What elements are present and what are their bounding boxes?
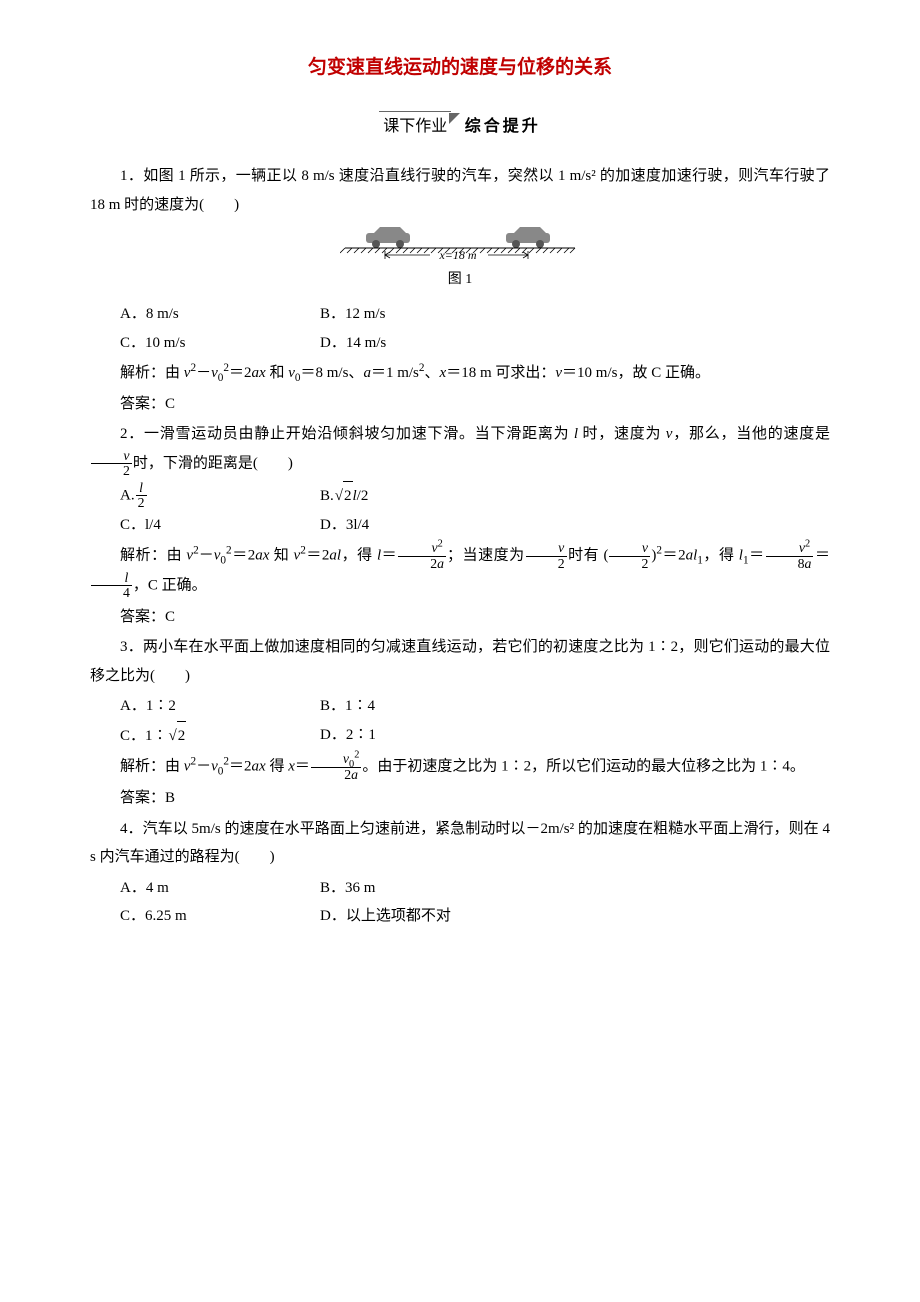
figure-1-x-label: x=18 m	[438, 248, 476, 262]
figure-1-caption: 图 1	[90, 267, 830, 294]
q1-options-row1: A．8 m/s B．12 m/s	[120, 300, 830, 329]
q2-stem: 2．一滑雪运动员由静止开始沿倾斜坡匀加速下滑。当下滑距离为 l 时，速度为 v，…	[90, 420, 830, 478]
q3-opt-d: D．2∶1	[320, 721, 830, 751]
q3-stem: 3．两小车在水平面上做加速度相同的匀减速直线运动，若它们的初速度之比为 1∶2，…	[90, 633, 830, 690]
q3-opt-a: A．1∶2	[120, 692, 320, 721]
q1-answer: 答案：C	[90, 390, 830, 419]
q2-options-row1: A.l2 B.2l/2	[120, 481, 830, 511]
q4-options-row1: A．4 m B．36 m	[120, 874, 830, 903]
q4-opt-d: D．以上选项都不对	[320, 902, 830, 931]
car-left-icon	[366, 227, 410, 248]
subtitle-box: 课下作业	[379, 111, 451, 142]
q1-opt-c: C．10 m/s	[120, 329, 320, 358]
q3-opt-c: C．1∶2	[120, 721, 320, 751]
q1-opt-d: D．14 m/s	[320, 329, 830, 358]
q1-stem: 1．如图 1 所示，一辆正以 8 m/s 速度沿直线行驶的汽车，突然以 1 m/…	[90, 162, 830, 219]
q1-options-row2: C．10 m/s D．14 m/s	[120, 329, 830, 358]
q2-opt-d: D．3l/4	[320, 511, 830, 540]
q3-options-row2: C．1∶2 D．2∶1	[120, 721, 830, 751]
figure-1-svg: x=18 m	[340, 225, 580, 267]
q4-opt-c: C．6.25 m	[120, 902, 320, 931]
q2-explain: 解析：由 v2－v02＝2ax 知 v2＝2al，得 l＝v22a；当速度为v2…	[90, 541, 830, 601]
q2-opt-a: A.l2	[120, 481, 320, 511]
subtitle: 课下作业 综合提升	[90, 111, 830, 142]
subtitle-rest: 综合提升	[465, 118, 541, 135]
doc-title: 匀变速直线运动的速度与位移的关系	[90, 50, 830, 86]
q4-stem: 4．汽车以 5m/s 的速度在水平路面上匀速前进，紧急制动时以－2m/s² 的加…	[90, 815, 830, 872]
q2-opt-b: B.2l/2	[320, 481, 830, 511]
q3-answer: 答案：B	[90, 784, 830, 813]
q2-opt-c: C．l/4	[120, 511, 320, 540]
q3-explain: 解析：由 v2－v02＝2ax 得 x＝v022a。由于初速度之比为 1∶2，所…	[90, 752, 830, 782]
q3-options-row1: A．1∶2 B．1∶4	[120, 692, 830, 721]
car-right-icon	[506, 227, 550, 248]
q2-answer: 答案：C	[90, 603, 830, 632]
q4-opt-a: A．4 m	[120, 874, 320, 903]
q1-opt-b: B．12 m/s	[320, 300, 830, 329]
q1-explain: 解析：由 v2－v02＝2ax 和 v0＝8 m/s、a＝1 m/s2、x＝18…	[90, 359, 830, 388]
q4-opt-b: B．36 m	[320, 874, 830, 903]
q3-opt-b: B．1∶4	[320, 692, 830, 721]
q1-opt-a: A．8 m/s	[120, 300, 320, 329]
q4-options-row2: C．6.25 m D．以上选项都不对	[120, 902, 830, 931]
figure-1: x=18 m 图 1	[90, 225, 830, 294]
q2-options-row2: C．l/4 D．3l/4	[120, 511, 830, 540]
